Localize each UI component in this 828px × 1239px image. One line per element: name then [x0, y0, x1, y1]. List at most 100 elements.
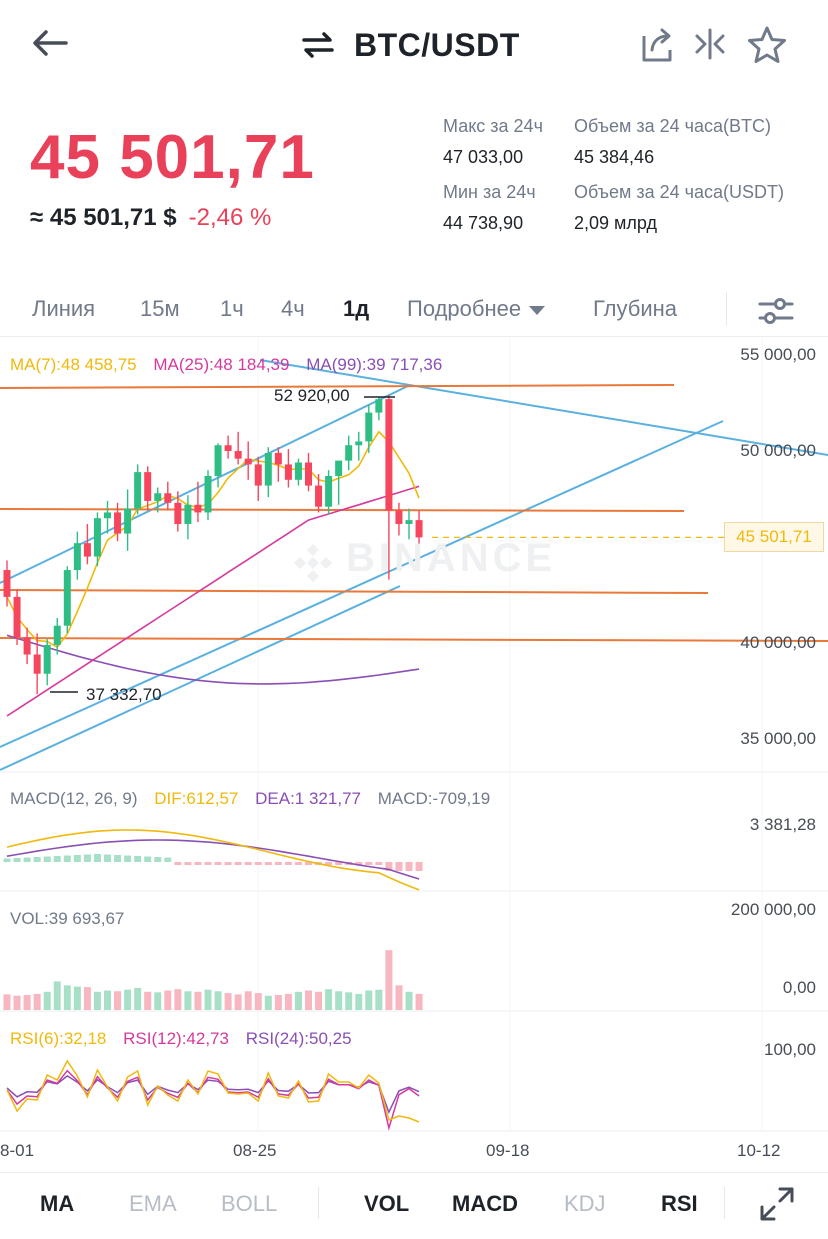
candle-body — [134, 472, 142, 509]
macd-histogram-bar — [365, 862, 373, 865]
volume-bar — [284, 993, 292, 1010]
y-tick-40000: 40 000,00 — [740, 633, 816, 652]
tabs-divider — [726, 292, 727, 326]
indicator-rsi[interactable]: RSI — [661, 1191, 698, 1216]
indicator-vol[interactable]: VOL — [364, 1191, 410, 1216]
macd-histogram-bar — [294, 862, 302, 865]
volume-bar — [274, 994, 282, 1010]
macd-histogram-bar — [395, 862, 403, 871]
indicator-ema[interactable]: EMA — [129, 1191, 177, 1216]
price-change: -2,46 % — [188, 204, 272, 231]
candle-body — [355, 441, 363, 446]
candle-body — [184, 504, 192, 524]
volume-bar — [254, 993, 262, 1010]
indicator-kdj[interactable]: KDJ — [564, 1191, 606, 1216]
macd-histogram-bar — [13, 858, 21, 862]
candle-body — [13, 596, 21, 638]
macd-histogram-bar — [305, 862, 312, 865]
volume-bar — [124, 989, 132, 1010]
candle-body — [335, 460, 343, 476]
volume-bar — [114, 991, 122, 1010]
tab-1d[interactable]: 1д — [343, 296, 370, 321]
candle-body — [114, 512, 122, 534]
stat-high: Макс за 24ч 47 033,00 — [443, 116, 543, 168]
macd-histogram-bar — [114, 855, 122, 862]
macd-histogram-bar — [194, 862, 202, 865]
rsi-y-tick: 100,00 — [764, 1040, 816, 1059]
stat-high-value: 47 033,00 — [443, 147, 524, 167]
tab-depth[interactable]: Глубина — [593, 296, 678, 321]
level-line-47000 — [0, 508, 685, 512]
tab-more[interactable]: Подробнее — [407, 296, 546, 322]
candle-body — [53, 625, 61, 645]
macd-params: MACD(12, 26, 9) — [10, 789, 138, 808]
y-tick-35000: 35 000,00 — [740, 729, 816, 748]
volume-bar — [93, 991, 101, 1010]
macd-histogram-bar — [124, 855, 132, 862]
chart-settings-icon[interactable] — [756, 296, 796, 326]
candle-body — [93, 518, 101, 557]
volume-bar — [365, 990, 373, 1010]
macd-histogram-bar — [234, 862, 242, 865]
macd-histogram-bar — [33, 857, 41, 862]
fullscreen-icon[interactable] — [758, 1185, 796, 1223]
compare-icon[interactable] — [694, 26, 726, 62]
macd-legend: MACD(12, 26, 9) DIF:612,57 DEA:1 321,77 … — [10, 789, 502, 809]
rsi6-line — [6, 1059, 420, 1123]
volume-bar — [104, 990, 111, 1010]
indicator-macd[interactable]: MACD — [452, 1191, 518, 1216]
candle-body — [274, 452, 282, 465]
caret-down-icon — [529, 305, 546, 315]
tabs-border — [0, 336, 828, 337]
star-icon[interactable] — [746, 24, 788, 66]
macd-dea: DEA:1 321,77 — [255, 789, 361, 808]
stat-high-label: Макс за 24ч — [443, 116, 543, 136]
candle-body — [415, 520, 423, 538]
macd-histogram-bar — [23, 857, 31, 862]
indicator-ma[interactable]: MA — [40, 1191, 75, 1216]
candle-body — [405, 520, 413, 524]
macd-histogram-bar — [325, 862, 333, 865]
candle-body — [214, 445, 222, 476]
stat-vol-usdt: Объем за 24 часа(USDT) 2,09 млрд — [574, 182, 784, 234]
stat-low-label: Мин за 24ч — [443, 182, 536, 202]
volume-bar — [224, 993, 232, 1010]
volume-bar — [385, 950, 393, 1010]
volume-bar — [395, 985, 403, 1010]
tab-1h[interactable]: 1ч — [220, 296, 244, 321]
macd-value: MACD:-709,19 — [377, 789, 491, 808]
pair-selector[interactable]: BTC/USDT — [300, 22, 520, 68]
volume-bar — [13, 995, 21, 1010]
macd-histogram-bar — [254, 862, 262, 865]
indicator-boll[interactable]: BOLL — [221, 1191, 278, 1216]
volume-bar — [3, 994, 11, 1010]
stat-vol-btc-value: 45 384,46 — [574, 147, 655, 167]
price-subline: ≈ 45 501,71 $ -2,46 % — [30, 204, 271, 232]
share-icon[interactable] — [640, 24, 676, 64]
volume-bar — [355, 993, 363, 1010]
candle-body — [244, 458, 252, 465]
tab-line[interactable]: Линия — [32, 296, 96, 321]
macd-dif-line — [6, 829, 420, 891]
rsi24-label: RSI(24):50,25 — [245, 1029, 352, 1048]
y-tick-55000: 55 000,00 — [740, 345, 816, 364]
tab-15m[interactable]: 15м — [140, 296, 180, 321]
interval-tabs: Линия 15м 1ч 4ч 1д Подробнее Глубина — [0, 284, 828, 334]
swap-icon — [302, 32, 334, 58]
indicator-bar: MA EMA BOLL VOL MACD KDJ RSI — [0, 1172, 828, 1239]
macd-histogram-bar — [345, 862, 353, 865]
candle-body — [63, 570, 71, 626]
macd-histogram-bar — [335, 862, 343, 865]
ma-legend: MA(7):48 458,75 MA(25):48 184,39 MA(99):… — [10, 355, 454, 375]
tab-4h[interactable]: 4ч — [281, 296, 305, 321]
back-arrow-icon[interactable] — [26, 22, 74, 66]
candle-body — [325, 475, 333, 507]
macd-histogram-bar — [385, 862, 393, 871]
candle-body — [43, 644, 51, 674]
ma25-label: MA(25):48 184,39 — [153, 355, 290, 374]
macd-histogram-bar — [204, 862, 212, 865]
volume-bar — [234, 994, 242, 1010]
volume-bar — [294, 991, 302, 1010]
candle-body — [124, 508, 132, 534]
macd-histogram-bar — [274, 862, 282, 865]
